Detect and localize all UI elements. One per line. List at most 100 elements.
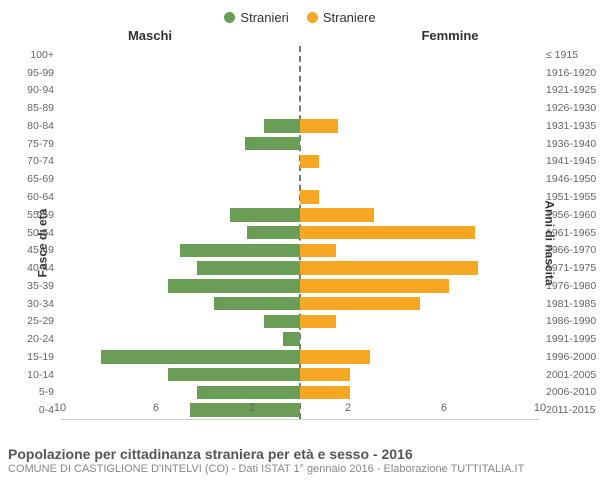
chart-subtitle: COMUNE DI CASTIGLIONE D'INTELVI (CO) - D… [8, 463, 592, 475]
bar-female [300, 155, 319, 169]
ylabel-age: 20-24 [27, 333, 60, 345]
xtick: 10 [54, 402, 66, 414]
row: 60-641951-1955 [60, 188, 540, 206]
ylabel-age: 100+ [30, 49, 60, 61]
ylabel-birth: 1991-1995 [540, 333, 596, 345]
footer: Popolazione per cittadinanza straniera p… [0, 440, 600, 475]
bar-female [300, 386, 350, 400]
ylabel-birth: 1956-1960 [540, 209, 596, 221]
ylabel-age: 10-14 [27, 369, 60, 381]
ylabel-age: 50-54 [27, 227, 60, 239]
ylabel-birth: 1941-1945 [540, 155, 596, 167]
ylabel-birth: 1961-1965 [540, 227, 596, 239]
ylabel-age: 60-64 [27, 191, 60, 203]
bar-female [300, 261, 478, 275]
row: 45-491966-1970 [60, 241, 540, 259]
ylabel-birth: 1926-1930 [540, 102, 596, 114]
row: 65-691946-1950 [60, 170, 540, 188]
bar-male [197, 261, 300, 275]
row: 70-741941-1945 [60, 153, 540, 171]
plot: 100+≤ 191595-991916-192090-941921-192585… [60, 46, 540, 420]
row: 90-941921-1925 [60, 82, 540, 100]
legend-item-male: Stranieri [224, 6, 288, 28]
row: 55-591956-1960 [60, 206, 540, 224]
ylabel-birth: 2006-2010 [540, 386, 596, 398]
ylabel-age: 90-94 [27, 84, 60, 96]
legend: Stranieri Straniere [0, 0, 600, 28]
ylabel-birth: 1916-1920 [540, 67, 596, 79]
ylabel-age: 5-9 [39, 386, 60, 398]
ylabel-age: 70-74 [27, 155, 60, 167]
header-female: Femmine [300, 28, 600, 43]
ylabel-birth: 1931-1935 [540, 120, 596, 132]
bar-male [168, 368, 300, 382]
row: 25-291986-1990 [60, 312, 540, 330]
bar-male [168, 279, 300, 293]
ylabel-age: 25-29 [27, 315, 60, 327]
bar-female [300, 244, 336, 258]
xtick: 2 [249, 402, 255, 414]
ylabel-birth: 2001-2005 [540, 369, 596, 381]
x-axis: 10622610 [60, 399, 540, 419]
ylabel-age: 35-39 [27, 280, 60, 292]
row: 30-341981-1985 [60, 295, 540, 313]
bar-male [245, 137, 300, 151]
legend-label-female: Straniere [323, 10, 376, 25]
ylabel-age: 80-84 [27, 120, 60, 132]
bar-male [247, 226, 300, 240]
chart-title: Popolazione per cittadinanza straniera p… [8, 446, 592, 462]
bar-female [300, 279, 449, 293]
ylabel-birth: 1971-1975 [540, 262, 596, 274]
xtick: 2 [345, 402, 351, 414]
plot-area: Fasce di età Anni di nascita 100+≤ 19159… [0, 46, 600, 440]
row: 85-891926-1930 [60, 99, 540, 117]
legend-label-male: Stranieri [240, 10, 288, 25]
bar-male [230, 208, 300, 222]
ylabel-birth: 1936-1940 [540, 138, 596, 150]
swatch-male [224, 12, 235, 23]
ylabel-age: 75-79 [27, 138, 60, 150]
ylabel-age: 30-34 [27, 298, 60, 310]
row: 10-142001-2005 [60, 366, 540, 384]
bar-male [180, 244, 300, 258]
ylabel-age: 55-59 [27, 209, 60, 221]
legend-item-female: Straniere [307, 6, 376, 28]
ylabel-age: 95-99 [27, 67, 60, 79]
ylabel-birth: 1921-1925 [540, 84, 596, 96]
bar-female [300, 315, 336, 329]
bar-female [300, 368, 350, 382]
row: 35-391976-1980 [60, 277, 540, 295]
row: 75-791936-1940 [60, 135, 540, 153]
row: 80-841931-1935 [60, 117, 540, 135]
swatch-female [307, 12, 318, 23]
bar-male [264, 119, 300, 133]
xtick: 10 [534, 402, 546, 414]
ylabel-age: 45-49 [27, 244, 60, 256]
ylabel-birth: 1986-1990 [540, 315, 596, 327]
ylabel-birth: 1976-1980 [540, 280, 596, 292]
bar-male [264, 315, 300, 329]
bar-female [300, 190, 319, 204]
ylabel-birth: 1981-1985 [540, 298, 596, 310]
ylabel-age: 85-89 [27, 102, 60, 114]
row: 50-541961-1965 [60, 224, 540, 242]
bar-male [283, 332, 300, 346]
row: 100+≤ 1915 [60, 46, 540, 64]
row: 95-991916-1920 [60, 64, 540, 82]
ylabel-birth: 1946-1950 [540, 173, 596, 185]
bar-male [197, 386, 300, 400]
ylabel-birth: ≤ 1915 [540, 49, 578, 61]
ylabel-birth: 1966-1970 [540, 244, 596, 256]
ylabel-age: 65-69 [27, 173, 60, 185]
ylabel-age: 40-44 [27, 262, 60, 274]
ylabel-birth: 2011-2015 [540, 404, 595, 416]
xtick: 6 [441, 402, 447, 414]
ylabel-age: 15-19 [27, 351, 60, 363]
bar-female [300, 119, 338, 133]
header-male: Maschi [0, 28, 300, 43]
bar-female [300, 226, 475, 240]
bar-female [300, 350, 370, 364]
bar-female [300, 297, 420, 311]
row: 40-441971-1975 [60, 259, 540, 277]
ylabel-birth: 1996-2000 [540, 351, 596, 363]
